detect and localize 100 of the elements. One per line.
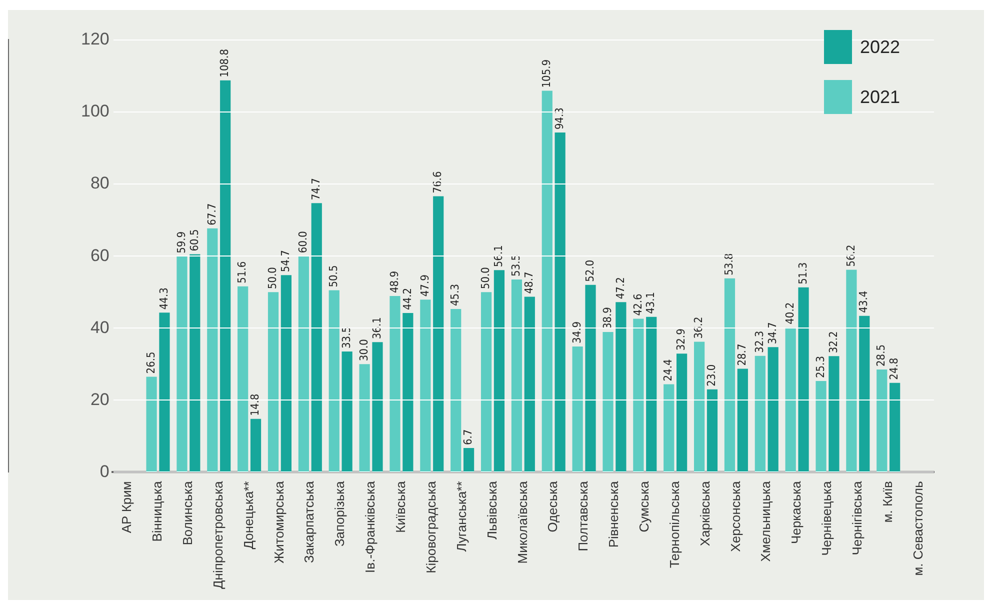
bar: [846, 270, 857, 472]
x-tick-label: Харківська: [697, 480, 712, 546]
x-tick-label: Закарпатська: [302, 480, 317, 563]
data-label: 48.7: [522, 272, 536, 294]
data-label: 74.7: [309, 178, 322, 200]
data-label: 67.7: [205, 203, 218, 226]
x-tick-label: м. Київ: [880, 481, 895, 523]
x-tick-label: Миколаївська: [514, 480, 530, 564]
data-label: 30.0: [357, 339, 370, 362]
bar: [402, 312, 414, 472]
bar: [798, 287, 809, 472]
x-tick-label: Волинська: [180, 480, 196, 546]
data-label: 44.3: [157, 288, 170, 310]
data-label: 60.5: [188, 229, 201, 252]
bar: [768, 347, 778, 472]
data-label: 50.0: [266, 267, 280, 290]
data-label: 59.9: [174, 231, 188, 254]
data-label: 32.3: [753, 330, 766, 353]
bar: [737, 368, 748, 472]
bar: [280, 275, 292, 472]
y-tick-label: 20: [90, 390, 110, 409]
bar: [554, 132, 566, 472]
y-tick-label: 100: [80, 102, 110, 121]
data-label: 52.0: [583, 260, 596, 282]
bar: [480, 292, 492, 472]
bar: [602, 332, 614, 472]
bar: [876, 370, 888, 472]
x-tick-label: м. Севастополь: [910, 480, 926, 576]
data-label: 51.3: [796, 262, 810, 284]
x-tick-label: Сумська: [636, 480, 652, 532]
y-tick-label: 60: [90, 246, 110, 265]
data-label: 47.2: [614, 277, 627, 300]
bar: [250, 418, 262, 472]
data-label: 48.9: [388, 271, 401, 294]
y-tick-label: 40: [90, 318, 110, 337]
x-tick-label: Рівненська: [606, 480, 622, 548]
bar: [390, 296, 400, 472]
y-tick-label: 0: [100, 462, 110, 481]
bar: [785, 327, 796, 472]
x-tick-label: Полтавська: [576, 480, 591, 552]
bar: [890, 382, 900, 472]
y-tick-label: 120: [80, 30, 110, 49]
data-label: 51.6: [236, 261, 249, 284]
data-label: 32.9: [674, 328, 688, 351]
bar: [646, 316, 657, 472]
bar: [268, 292, 279, 472]
bar: [494, 270, 505, 472]
bar: [146, 376, 157, 472]
data-label: 34.9: [570, 321, 584, 344]
data-label: 23.0: [705, 364, 718, 386]
data-label: 47.9: [418, 274, 432, 297]
data-label: 42.6: [631, 294, 644, 316]
bar: [190, 254, 200, 472]
bar: [633, 318, 644, 472]
bar: [706, 389, 718, 472]
bar: [328, 290, 340, 472]
bar: [664, 384, 674, 472]
data-label: 44.2: [400, 288, 414, 310]
x-tick-label: Одеська: [545, 480, 560, 532]
bar: [420, 300, 431, 472]
data-label: 24.8: [888, 358, 901, 380]
bar: [524, 296, 535, 472]
data-label: 34.7: [766, 322, 779, 344]
y-tick-label: 80: [90, 174, 110, 193]
bar: [859, 316, 870, 472]
legend-label: 2021: [860, 86, 900, 107]
data-label: 43.4: [857, 290, 870, 313]
x-tick-label: Херсонська: [728, 480, 743, 552]
data-label: 28.5: [874, 344, 888, 367]
bar: [511, 279, 522, 472]
bar: [542, 90, 552, 472]
bar: [585, 284, 596, 472]
data-label: 108.8: [218, 49, 232, 78]
bar: [220, 80, 231, 472]
bar: [298, 256, 309, 472]
bar: [342, 352, 352, 472]
data-label: 53.8: [722, 253, 736, 276]
x-tick-label: Житомирська: [271, 480, 286, 564]
bar: [311, 203, 322, 472]
x-tick-label: Запорізька: [332, 480, 348, 547]
bar: [372, 342, 383, 472]
data-label: 24.4: [662, 359, 675, 382]
data-label: 6.7: [462, 429, 475, 446]
bar: [207, 228, 218, 472]
x-tick-label: Дніпропетровська: [210, 480, 226, 589]
data-label: 28.7: [736, 344, 749, 366]
bar: [433, 196, 444, 472]
bar: [359, 364, 370, 472]
data-label: 60.0: [296, 231, 310, 254]
x-tick-label: Хмельницька: [758, 480, 774, 562]
data-label: 105.9: [540, 59, 554, 88]
bar: [616, 302, 626, 472]
bar: [828, 356, 840, 472]
x-tick-label: АР Крим: [119, 481, 134, 534]
bar: [754, 356, 766, 472]
data-label: 45.3: [448, 284, 462, 306]
data-label: 32.2: [826, 331, 840, 354]
data-label: 25.3: [814, 356, 827, 378]
x-tick-label: Київська: [393, 480, 408, 533]
data-label: 40.2: [783, 302, 796, 324]
